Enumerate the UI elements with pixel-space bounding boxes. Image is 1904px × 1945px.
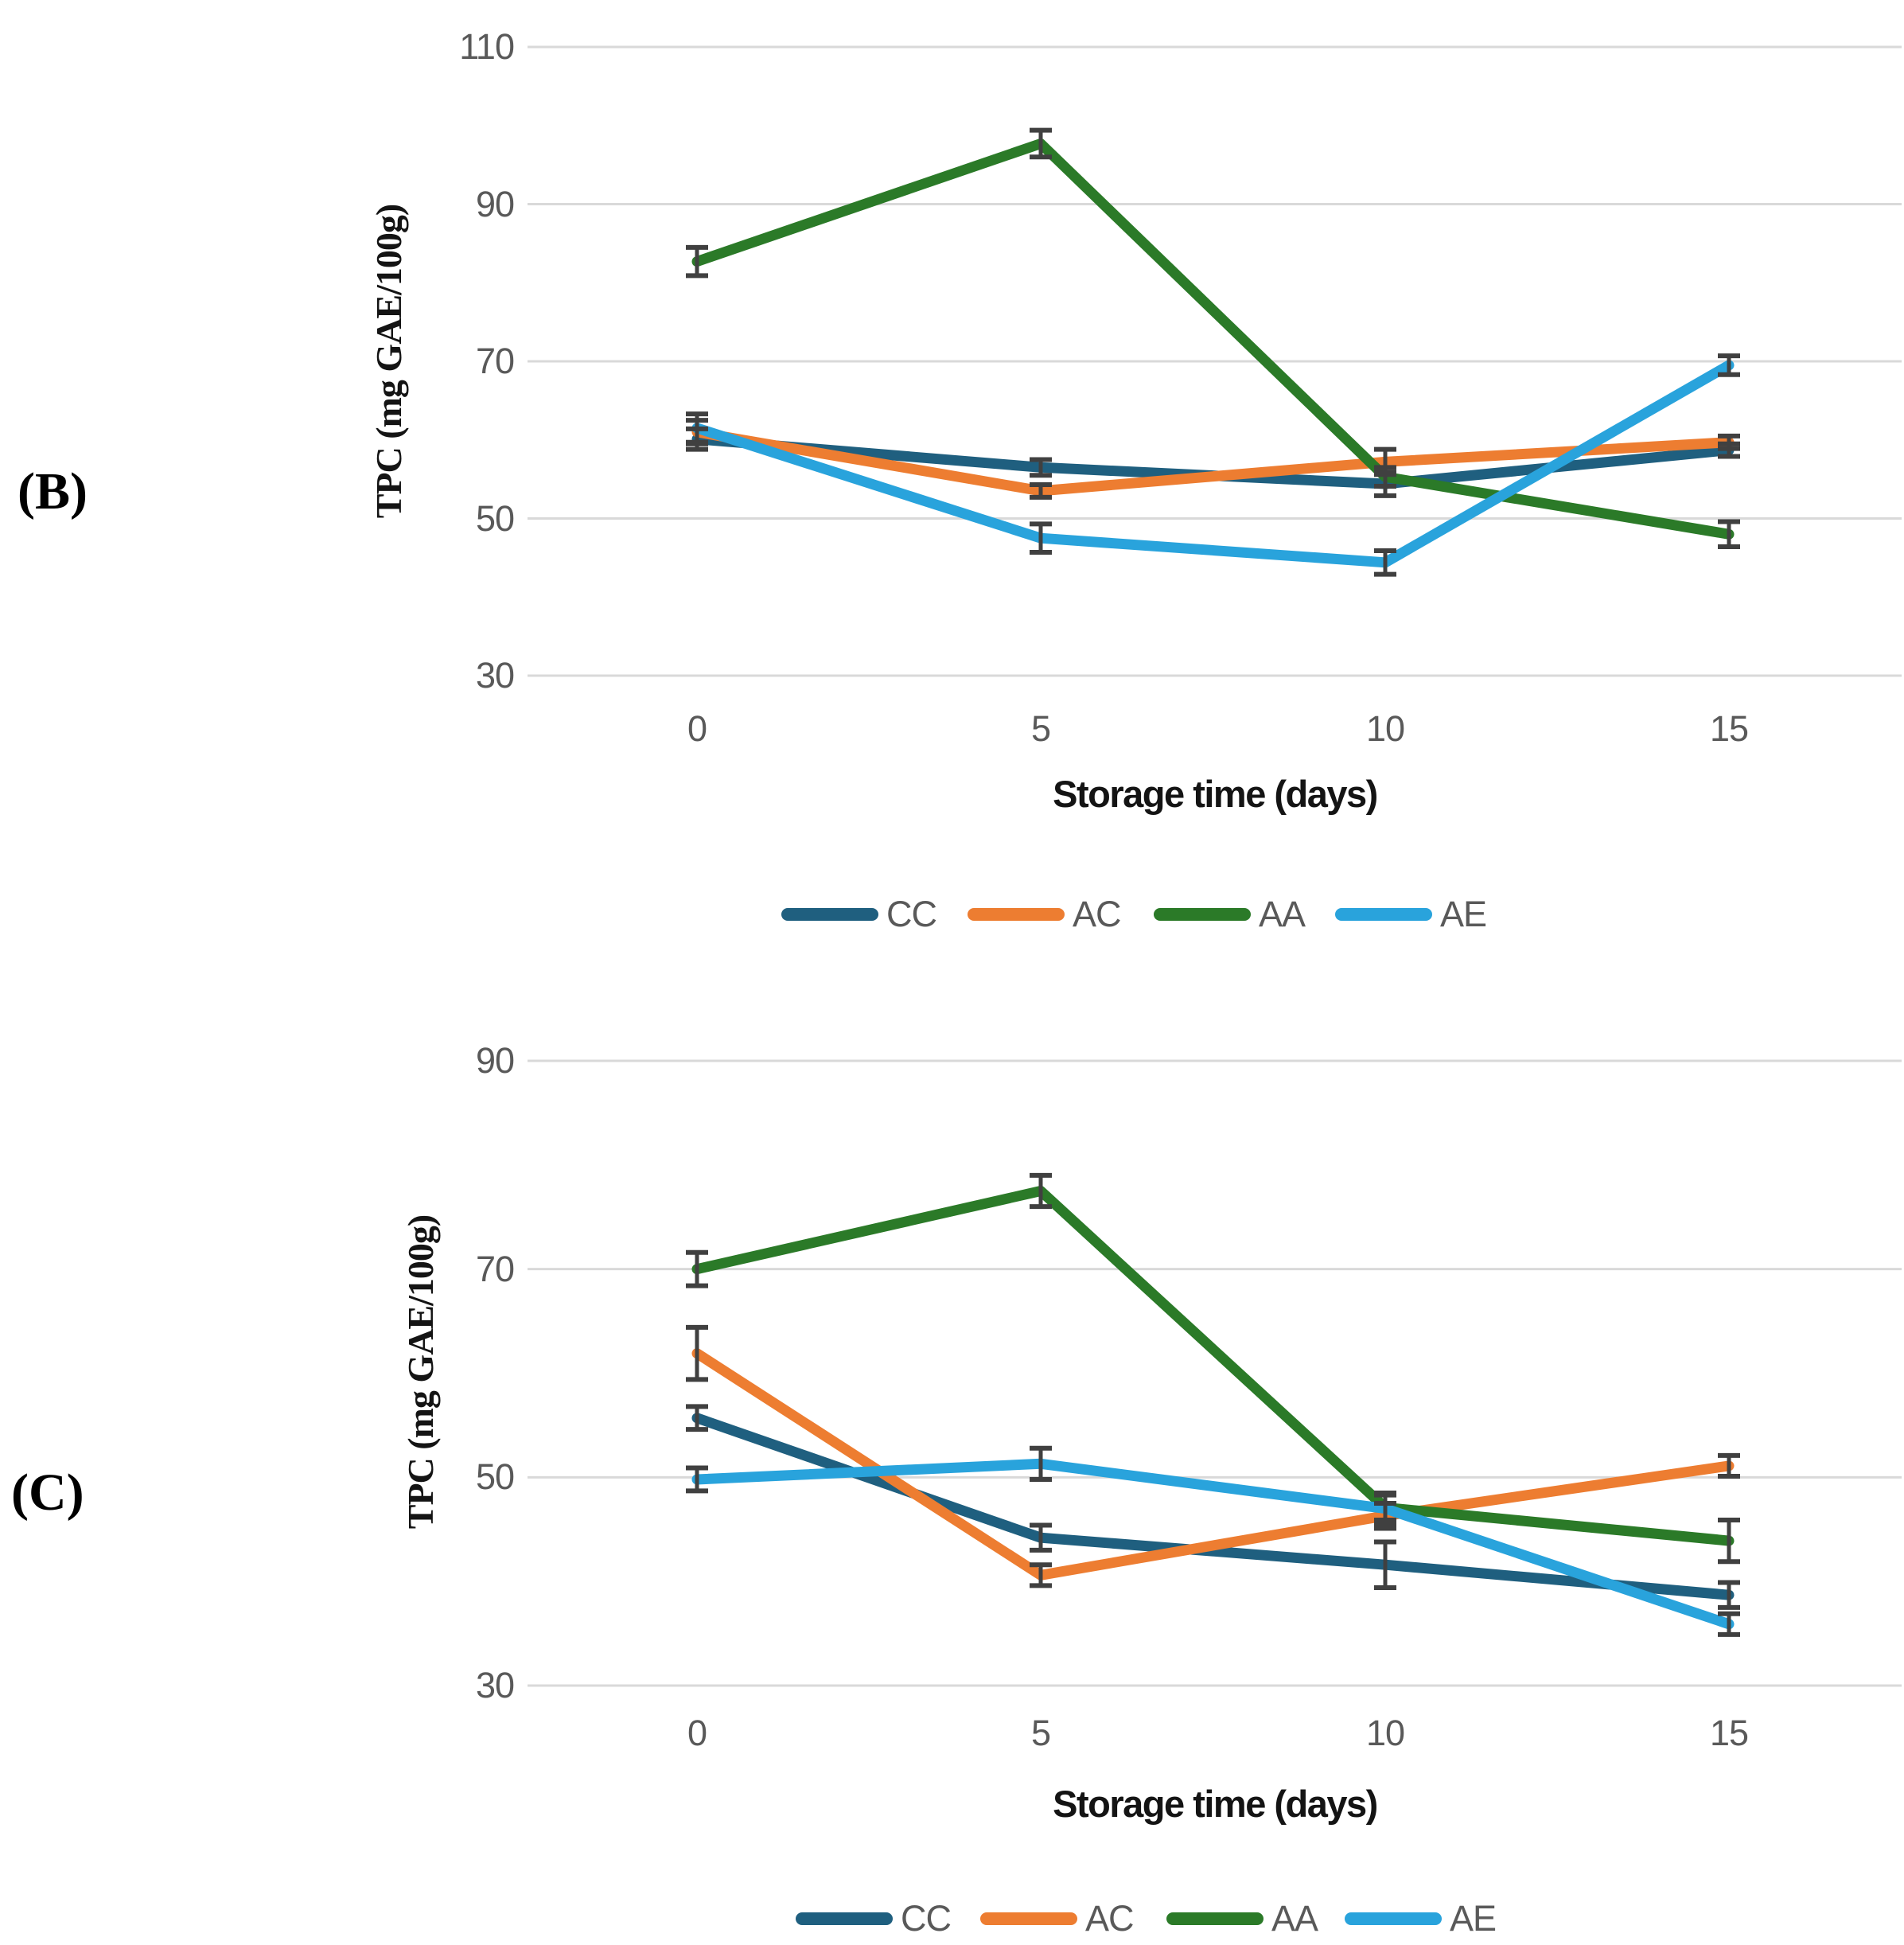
x-axis-title: Storage time (days) <box>1053 1783 1378 1825</box>
y-tick-label: 90 <box>475 184 515 224</box>
legend-swatch-AC <box>980 1912 1077 1925</box>
x-tick-label: 5 <box>1030 1713 1051 1753</box>
legend-label-AE: AE <box>1450 1898 1497 1939</box>
legend-label-AA: AA <box>1271 1898 1318 1939</box>
y-tick-label: 50 <box>475 498 515 539</box>
error-bar-AE-15 <box>1718 353 1740 377</box>
x-tick-label: 5 <box>1030 708 1051 749</box>
x-axis-title: Storage time (days) <box>1053 773 1378 815</box>
y-tick-label: 110 <box>459 26 515 67</box>
error-bar-AA-5 <box>1030 127 1052 160</box>
error-bar-AC-0 <box>686 1324 708 1382</box>
legend-label-AE: AE <box>1440 894 1487 934</box>
y-tick-label: 50 <box>475 1456 515 1497</box>
x-tick-label: 10 <box>1365 708 1405 749</box>
legend-label-AC: AC <box>1073 894 1122 934</box>
error-bar-AA-5 <box>1030 1172 1052 1210</box>
series-line-AE <box>691 1458 1735 1630</box>
x-tick-label: 0 <box>687 1713 707 1753</box>
x-tick-label: 15 <box>1709 708 1749 749</box>
error-bar-AC-15 <box>1718 1452 1740 1479</box>
error-bar-CC-15 <box>1718 1580 1740 1610</box>
panel-label-B: (B) <box>18 462 88 520</box>
error-bar-AE-10 <box>1374 1490 1396 1527</box>
legend-swatch-AE <box>1335 908 1432 921</box>
x-tick-label: 15 <box>1709 1713 1749 1753</box>
legend-swatch-AA <box>1154 908 1251 921</box>
error-bar-AC-5 <box>1030 482 1052 500</box>
error-bar-CC-10 <box>1374 1539 1396 1591</box>
series-line-AC <box>691 1348 1735 1581</box>
error-bar-AE-5 <box>1030 1445 1052 1482</box>
error-bar-AE-5 <box>1030 521 1052 555</box>
series-line-CC <box>691 1413 1735 1600</box>
series-line-AE <box>691 360 1735 568</box>
y-axis-title: TPC (mg GAE/100g) <box>400 1214 441 1530</box>
legend-label-CC: CC <box>886 894 937 934</box>
error-bar-AA-15 <box>1718 519 1740 550</box>
error-bar-AA-15 <box>1718 1517 1740 1565</box>
legend-swatch-AC <box>968 908 1065 921</box>
x-tick-label: 0 <box>687 708 707 749</box>
y-tick-label: 70 <box>475 1249 515 1289</box>
legend-label-AA: AA <box>1259 894 1306 934</box>
error-bar-CC-5 <box>1030 1522 1052 1553</box>
error-bar-AC-15 <box>1718 433 1740 451</box>
y-tick-label: 90 <box>475 1040 515 1081</box>
error-bar-CC-5 <box>1030 457 1052 478</box>
error-bar-CC-0 <box>686 1404 708 1432</box>
legend-label-AC: AC <box>1085 1898 1135 1939</box>
y-tick-label: 70 <box>475 341 515 381</box>
x-tick-label: 10 <box>1365 1713 1405 1753</box>
legend-swatch-AA <box>1166 1912 1263 1925</box>
legend-label-CC: CC <box>901 1898 952 1939</box>
series-line-AA <box>691 138 1735 540</box>
error-bar-AE-15 <box>1718 1611 1740 1637</box>
y-tick-label: 30 <box>475 1665 515 1705</box>
legend-swatch-CC <box>796 1912 893 1925</box>
error-bar-AA-0 <box>686 1249 708 1288</box>
error-bar-AA-0 <box>686 244 708 279</box>
error-bar-AE-10 <box>1374 548 1396 577</box>
error-bar-AE-0 <box>686 1465 708 1494</box>
series-line-AA <box>691 1186 1735 1546</box>
error-bar-AA-10 <box>1374 465 1396 489</box>
panel-label-C: (C) <box>11 1464 84 1522</box>
error-bar-AE-0 <box>686 411 708 445</box>
error-bar-AC-5 <box>1030 1562 1052 1588</box>
legend-swatch-AE <box>1345 1912 1442 1925</box>
legend-swatch-CC <box>781 908 878 921</box>
y-axis-title: TPC (mg GAE/100g) <box>368 204 409 519</box>
y-tick-label: 30 <box>475 655 515 696</box>
series-line-AC <box>691 427 1735 497</box>
